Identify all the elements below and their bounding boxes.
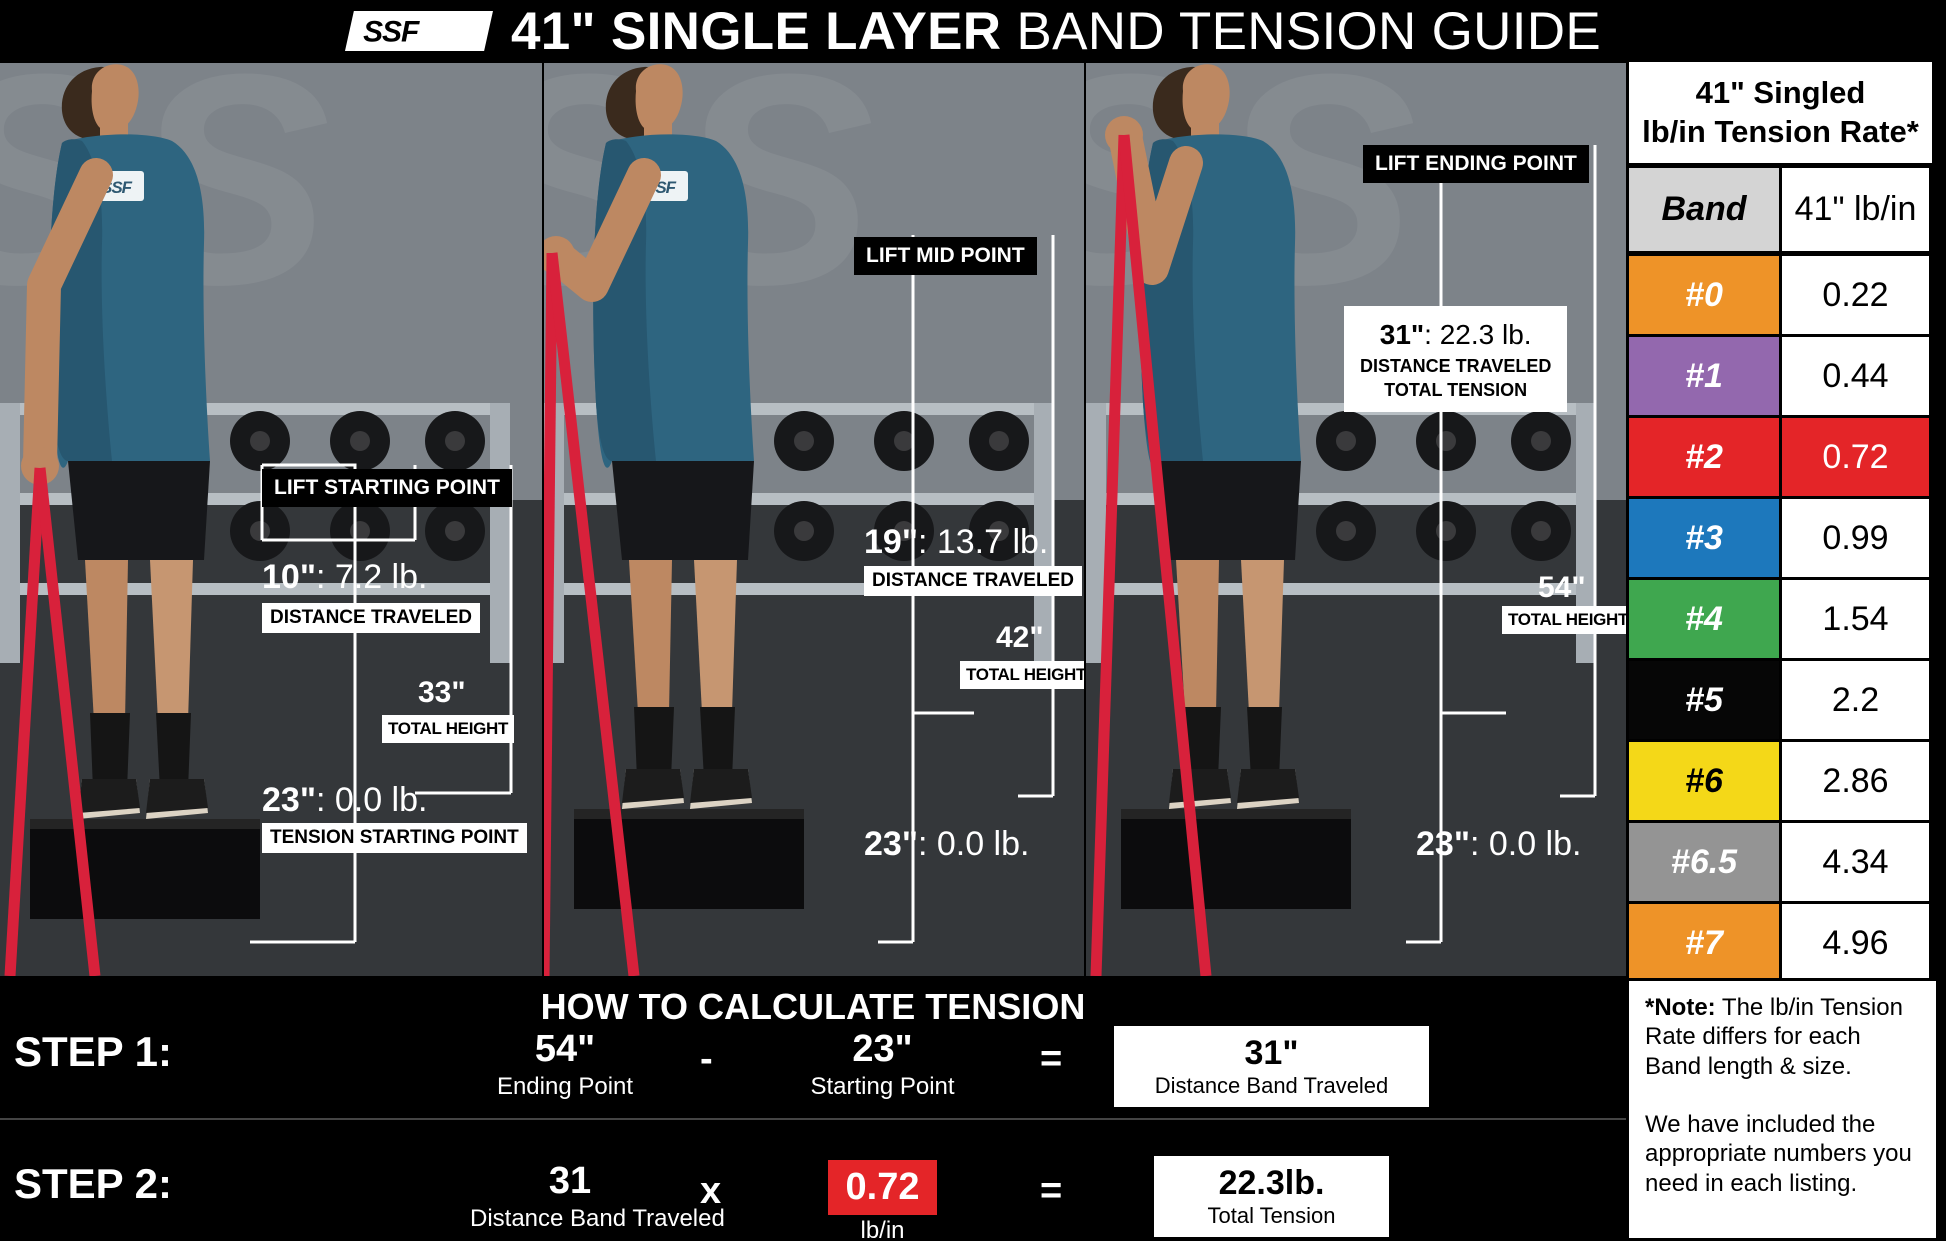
- svg-text:SSF: SSF: [363, 16, 420, 49]
